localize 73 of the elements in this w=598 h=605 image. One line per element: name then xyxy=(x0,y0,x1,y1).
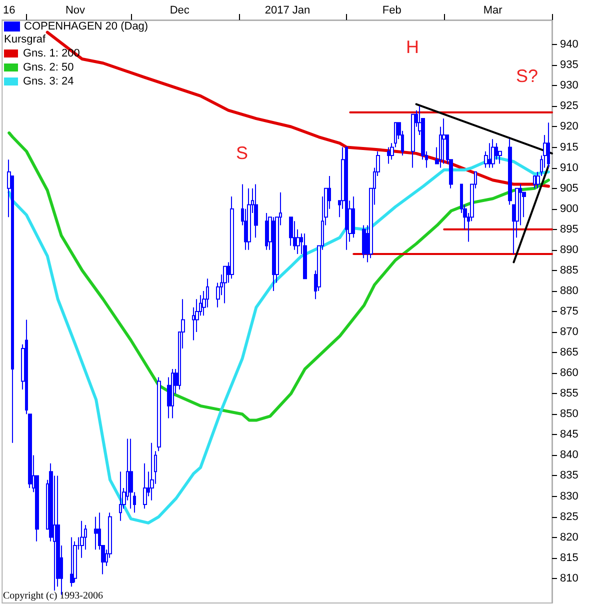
y-tick-label: 910 xyxy=(560,162,578,174)
y-tick-label: 865 xyxy=(560,346,578,359)
y-tick-label: 825 xyxy=(560,510,578,523)
y-tick-label: 895 xyxy=(560,223,578,236)
candlestick xyxy=(411,114,415,168)
candlestick xyxy=(352,196,355,238)
y-tick-label: 840 xyxy=(560,449,578,462)
legend-title: Kursgraf xyxy=(4,34,47,46)
candlestick xyxy=(491,138,495,168)
y-tick-label: 940 xyxy=(560,38,578,51)
y-tick-label: 815 xyxy=(560,552,578,564)
candlestick xyxy=(265,212,268,250)
candlestick xyxy=(230,196,234,280)
x-tick-label: Dec xyxy=(170,4,190,16)
y-tick-label: 935 xyxy=(560,59,578,72)
y-tick-label: 830 xyxy=(560,490,578,502)
y-tick-label: 820 xyxy=(560,531,578,544)
annotation: S? xyxy=(516,66,538,86)
legend-label: Gns. 3: 24 xyxy=(23,76,74,88)
candlestick xyxy=(157,376,161,452)
candlestick xyxy=(171,368,174,419)
annotation: H xyxy=(406,37,419,57)
candlestick xyxy=(293,220,296,250)
x-tick-label: Mar xyxy=(483,4,503,16)
candlestick xyxy=(508,138,512,206)
y-tick-label: 870 xyxy=(560,326,578,338)
candlestick xyxy=(362,224,366,259)
candlestick xyxy=(143,462,147,510)
x-tick-label: Feb xyxy=(382,4,402,16)
candlestick xyxy=(119,471,122,522)
candlestick xyxy=(303,232,307,280)
y-tick-label: 810 xyxy=(560,572,578,584)
candlestick xyxy=(254,184,258,238)
y-tick-label: 835 xyxy=(560,470,578,482)
legend-label: Gns. 2: 50 xyxy=(23,62,74,74)
candlestick xyxy=(150,442,154,501)
candlestick xyxy=(223,266,227,304)
candlestick xyxy=(547,122,550,168)
y-tick-label: 880 xyxy=(560,284,578,297)
candlestick xyxy=(272,216,275,292)
legend-label: COPENHAGEN 20 (Dag) xyxy=(24,20,148,32)
candlestick xyxy=(129,438,133,510)
y-tick-label: 900 xyxy=(560,202,578,215)
candlestick xyxy=(247,188,251,250)
annotation: Copyright (c) 1993-2006 xyxy=(3,590,103,602)
y-tick-label: 855 xyxy=(560,388,578,400)
candlestick xyxy=(442,118,446,164)
y-tick-label: 925 xyxy=(560,100,578,112)
x-tick-label: Nov xyxy=(65,4,86,16)
line-series xyxy=(8,131,550,422)
y-tick-label: 875 xyxy=(560,306,578,318)
candlestick xyxy=(345,146,348,250)
y-tick-label: 920 xyxy=(560,120,578,133)
y-tick-label: 915 xyxy=(560,141,578,154)
y-tick-label: 890 xyxy=(560,244,578,256)
y-tick-label: 850 xyxy=(560,408,578,420)
y-tick-label: 885 xyxy=(560,264,578,276)
candlestick xyxy=(289,216,293,246)
x-tick-label: 16 xyxy=(2,4,16,16)
y-tick-label: 845 xyxy=(560,428,578,441)
line-series xyxy=(46,30,550,188)
y-tick-label: 905 xyxy=(560,182,578,194)
candlestick xyxy=(533,176,536,189)
candlestick xyxy=(80,520,84,558)
annotation: S xyxy=(236,143,248,163)
candlestick xyxy=(94,516,98,550)
x-tick-label: 2017 Jan xyxy=(264,4,310,16)
y-tick-label: 930 xyxy=(560,80,578,92)
candlestick xyxy=(387,146,390,164)
y-tick-label: 860 xyxy=(560,367,578,380)
candlestick xyxy=(488,142,491,168)
candlestick xyxy=(73,540,77,583)
candlestick xyxy=(70,536,74,588)
